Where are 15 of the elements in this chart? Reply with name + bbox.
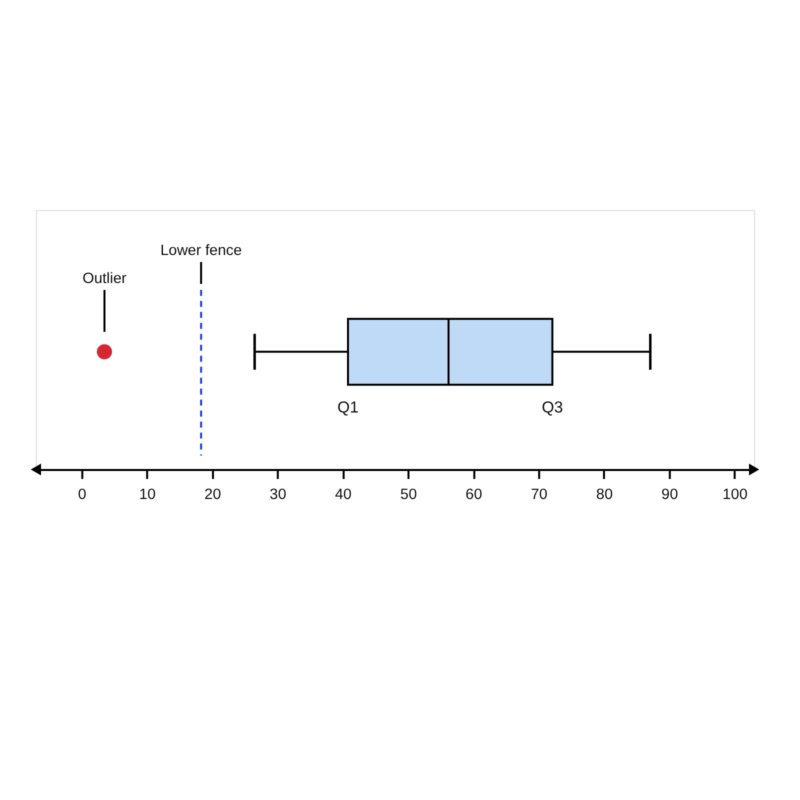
x-tick-label: 60 <box>466 486 482 503</box>
ref-line-label: Lower fence <box>160 242 242 260</box>
annotation: Q3 <box>542 400 564 417</box>
x-tick-label: 80 <box>596 486 613 503</box>
annotation: Outlier <box>82 270 127 287</box>
x-tick-label: 0 <box>78 486 86 503</box>
x-tick-label: 70 <box>530 486 548 503</box>
x-tick-label: 100 <box>722 486 748 503</box>
x-tick-label: 10 <box>139 486 156 503</box>
x-tick-label: 90 <box>661 486 678 503</box>
annotation: Q1 <box>337 400 359 417</box>
x-tick-label: 30 <box>270 486 286 503</box>
x-tick-label: 20 <box>204 486 222 503</box>
x-tick-label: 50 <box>400 486 417 503</box>
x-tick-label: 40 <box>334 486 352 503</box>
